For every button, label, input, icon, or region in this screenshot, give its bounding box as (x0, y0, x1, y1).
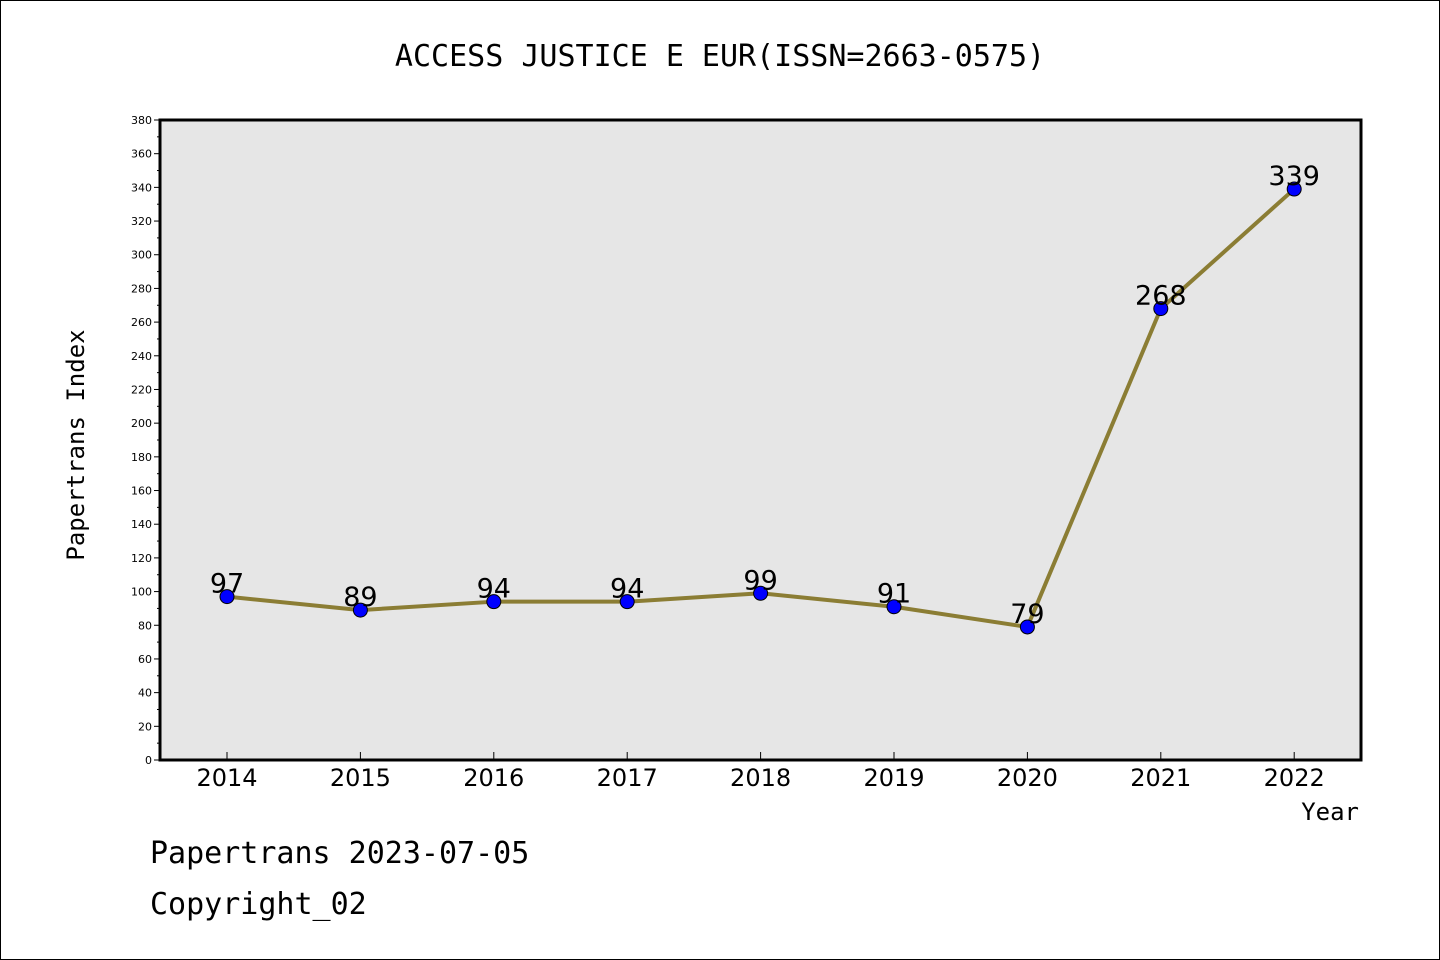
data-point (886, 599, 902, 615)
x-tick-label: 2016 (463, 764, 524, 792)
y-tick-label: 160 (131, 485, 152, 498)
data-label: 79 (1010, 599, 1044, 630)
data-point (219, 589, 235, 605)
data-label: 97 (210, 569, 244, 600)
y-tick-label: 360 (131, 148, 152, 161)
x-tick-label: 2020 (997, 764, 1058, 792)
y-tick-label: 100 (131, 586, 152, 599)
y-tick-label: 180 (131, 451, 152, 464)
y-tick-label: 300 (131, 249, 152, 262)
data-point (619, 594, 635, 610)
x-tick-label: 2017 (597, 764, 658, 792)
series-group (219, 181, 1302, 635)
footer-date: Papertrans 2023-07-05 (150, 836, 529, 871)
y-tick-label: 120 (131, 552, 152, 565)
y-tick-label: 320 (131, 215, 152, 228)
x-tick-label: 2021 (1130, 764, 1191, 792)
y-tick-label: 260 (131, 316, 152, 329)
y-axis: 0 20 40 60 80 100 120 140 160 180 200 220 240 260 280 3… (131, 114, 160, 767)
y-tick-label: 20 (138, 720, 152, 733)
y-tick-label: 200 (131, 417, 152, 430)
y-tick-label: 220 (131, 383, 152, 396)
data-point (1286, 181, 1302, 197)
x-tick-label: 2018 (730, 764, 791, 792)
data-point (1153, 301, 1169, 317)
x-tick-label: 2015 (330, 764, 391, 792)
x-axis: 2014 2015 2016 2017 2018 2019 2020 2021 2022 (196, 752, 1325, 792)
y-tick-label: 380 (131, 114, 152, 127)
data-point (1019, 619, 1035, 635)
data-label: 268 (1135, 281, 1187, 312)
data-label: 339 (1268, 161, 1320, 192)
y-tick-label: 60 (138, 653, 152, 666)
y-tick-label: 280 (131, 282, 152, 295)
data-label: 99 (743, 565, 777, 596)
y-tick-label: 240 (131, 350, 152, 363)
data-label: 94 (610, 574, 644, 605)
y-axis-label: Papertrans Index (62, 329, 90, 560)
y-tick-label: 140 (131, 518, 152, 531)
data-labels: 97 89 94 94 99 91 79 268 339 (210, 161, 1320, 630)
x-axis-label: Year (1301, 798, 1359, 826)
data-label: 94 (477, 574, 511, 605)
x-tick-label: 2014 (196, 764, 257, 792)
y-tick-label: 0 (145, 754, 152, 767)
footer-copyright: Copyright_02 (150, 887, 367, 922)
plot-area (158, 118, 1363, 762)
data-label: 89 (343, 582, 377, 613)
x-tick-label: 2019 (863, 764, 924, 792)
data-label: 91 (877, 579, 911, 610)
data-point (486, 594, 502, 610)
chart-title: ACCESS JUSTICE E EUR(ISSN=2663-0575) (395, 39, 1045, 74)
data-point (352, 602, 368, 618)
y-tick-label: 80 (138, 619, 152, 632)
x-tick-label: 2022 (1264, 764, 1325, 792)
y-tick-label: 40 (138, 687, 152, 700)
y-tick-label: 340 (131, 181, 152, 194)
data-point (753, 585, 769, 601)
